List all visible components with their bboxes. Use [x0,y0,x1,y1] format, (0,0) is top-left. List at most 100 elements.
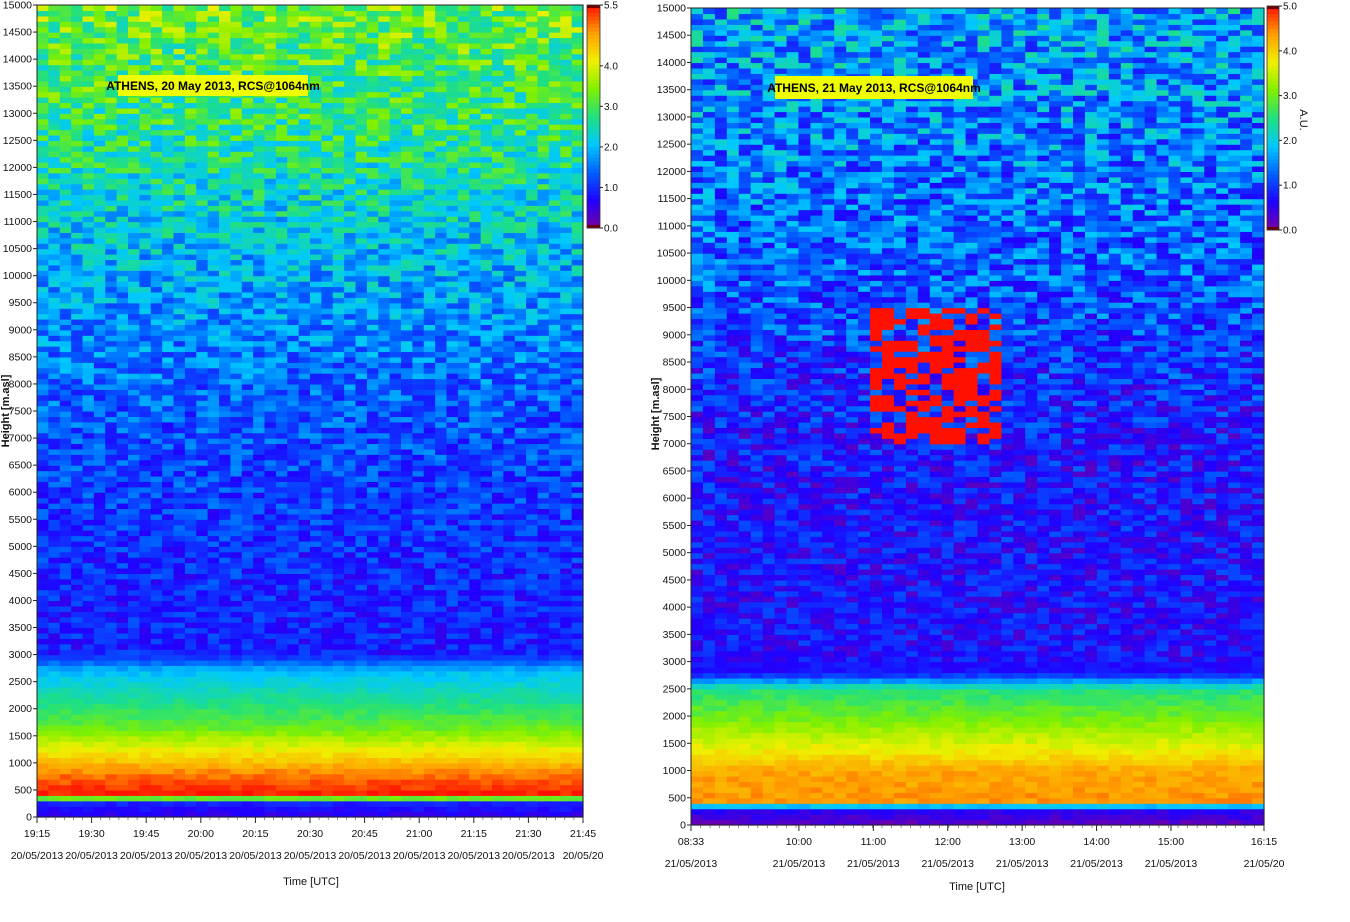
heatmap-cell [82,356,95,363]
heatmap-cell [116,530,129,537]
heatmap-cell [48,513,61,520]
heatmap-cell [184,475,197,482]
heatmap-cell [128,622,140,629]
heatmap-cell [219,746,231,753]
heatmap-cell [93,811,106,818]
heatmap-cell [332,497,345,504]
heatmap-cell [105,400,118,407]
heatmap-cell [310,313,322,320]
heatmap-cell [105,714,118,721]
heatmap-cell [230,589,243,596]
heatmap-cell [321,508,334,515]
heatmap-cell [366,687,379,694]
heatmap-cell [37,270,49,277]
heatmap-cell [162,465,175,472]
heatmap-cell [526,649,539,656]
heatmap-cell [196,719,209,726]
heatmap-cell [401,313,413,320]
heatmap-cell [503,578,516,585]
heatmap-cell [526,638,539,645]
heatmap-cell [37,741,49,748]
heatmap-cell [37,340,49,347]
heatmap-cell [162,546,175,553]
heatmap-cell [162,752,175,759]
heatmap-cell [435,427,448,434]
heatmap-cell [378,503,391,510]
heatmap-cell [446,611,459,618]
heatmap-cell [48,735,61,742]
heatmap-cell [241,340,254,347]
heatmap-cell [71,308,84,315]
heatmap-cell [503,378,516,385]
heatmap-cell [59,324,72,331]
heatmap-cell [480,692,493,699]
heatmap-cell [344,351,357,358]
heatmap-cell [184,356,197,363]
heatmap-cell [457,670,470,677]
heatmap-cell [389,622,402,629]
heatmap-cell [457,427,470,434]
heatmap-cell [389,557,402,564]
heatmap-cell [219,448,231,455]
heatmap-cell [298,275,311,282]
heatmap-cell [560,254,573,261]
heatmap-cell [344,367,357,374]
heatmap-cell [457,789,470,796]
heatmap-cell [105,773,118,780]
heatmap-cell [492,757,504,764]
heatmap-cell [37,611,49,618]
heatmap-cell [469,367,482,374]
heatmap-cell [571,573,584,580]
heatmap-cell [173,757,186,764]
heatmap-cell [366,454,379,461]
heatmap-cell [230,329,243,336]
heatmap-cell [71,438,84,445]
heatmap-cell [287,595,300,602]
heatmap-cell [173,373,186,380]
heatmap-cell [366,297,379,304]
heatmap-cell [571,383,584,390]
heatmap-cell [310,394,322,401]
heatmap-cell [82,719,95,726]
heatmap-cell [355,784,368,791]
heatmap-cell [537,394,550,401]
heatmap-cell [59,724,72,731]
heatmap-cell [219,270,231,277]
heatmap-cell [59,394,72,401]
heatmap-cell [128,665,140,672]
heatmap-cell [93,486,106,493]
heatmap-cell [548,649,561,656]
heatmap-cell [480,697,493,704]
heatmap-cell [196,762,209,769]
heatmap-cell [389,302,402,309]
heatmap-cell [150,795,163,802]
heatmap-cell [480,340,493,347]
heatmap-cell [93,795,106,802]
heatmap-cell [321,340,334,347]
heatmap-cell [366,524,379,531]
heatmap-cell [173,605,186,612]
heatmap-cell [230,757,243,764]
heatmap-cell [560,270,573,277]
heatmap-cell [492,670,504,677]
heatmap-cell [173,438,186,445]
heatmap-cell [128,432,140,439]
heatmap-cell [423,589,436,596]
heatmap-cell [264,741,277,748]
heatmap-cell [71,800,84,807]
heatmap-cell [128,578,140,585]
heatmap-cell [469,530,482,537]
heatmap-cell [173,784,186,791]
heatmap-cell [366,800,379,807]
heatmap-cell [71,508,84,515]
heatmap-cell [378,681,391,688]
heatmap-cell [344,762,357,769]
heatmap-cell [59,286,72,293]
heatmap-cell [321,595,334,602]
heatmap-cell [435,465,448,472]
heatmap-cell [548,389,561,396]
heatmap-cell [355,773,368,780]
heatmap-cell [37,438,49,445]
heatmap-cell [401,567,413,574]
heatmap-cell [219,627,231,634]
